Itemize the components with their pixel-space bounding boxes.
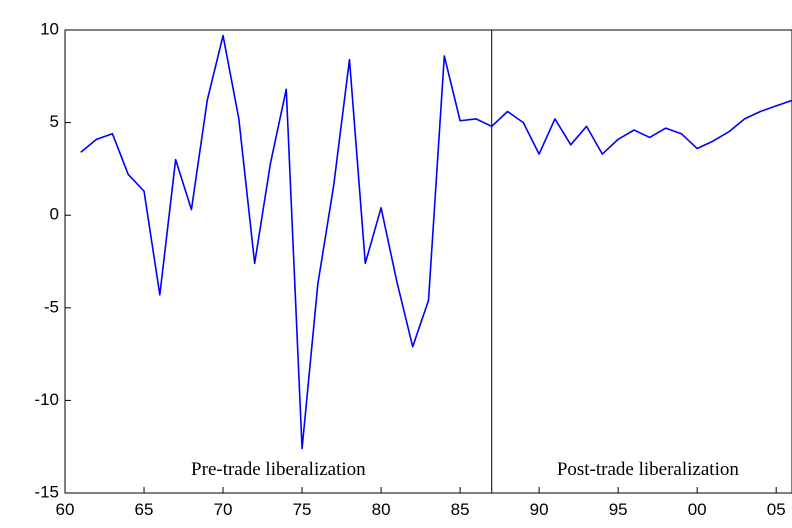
y-tick-label: 5 [50,112,59,131]
x-tick-label: 95 [609,500,628,519]
x-tick-label: 80 [372,500,391,519]
plot-frame [64,29,792,494]
y-tick-label: -15 [34,482,59,501]
series-line [80,34,792,450]
y-tick-label: 0 [50,205,59,224]
x-tick-label: 60 [56,500,75,519]
y-tick-label: -5 [44,297,59,316]
annotation: Pre-trade liberalization [191,459,366,480]
y-tick-label: -10 [34,390,59,409]
x-tick-label: 00 [688,500,707,519]
x-tick-label: 75 [293,500,312,519]
annotation: Post-trade liberalization [557,459,740,480]
x-tick-label: 85 [451,500,470,519]
x-tick-label: 05 [767,500,786,519]
x-tick-label: 90 [530,500,549,519]
y-tick-label: 10 [40,19,59,38]
x-tick-label: 65 [135,500,154,519]
x-tick-label: 70 [214,500,233,519]
